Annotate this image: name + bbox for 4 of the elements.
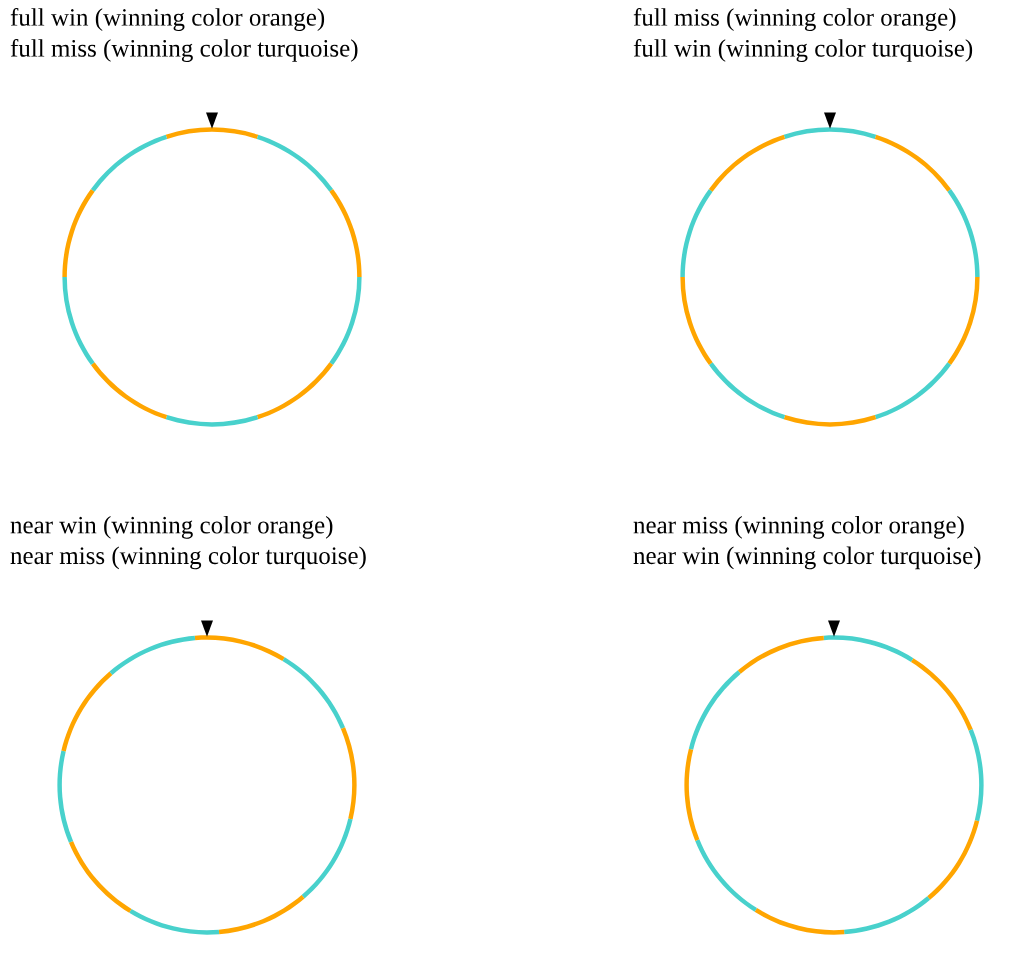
chart-title: near win (winning color orange) near miss (winning color turquoise) [10,516,366,570]
chart-title: full win (winning color orange) full miss (winning color turquoise) [10,8,358,62]
chart-title: full miss (winning color orange) full win (winning color turquoise) [633,8,973,62]
chart-title: near miss (winning color orange) near win (winning color turquoise) [633,516,981,570]
